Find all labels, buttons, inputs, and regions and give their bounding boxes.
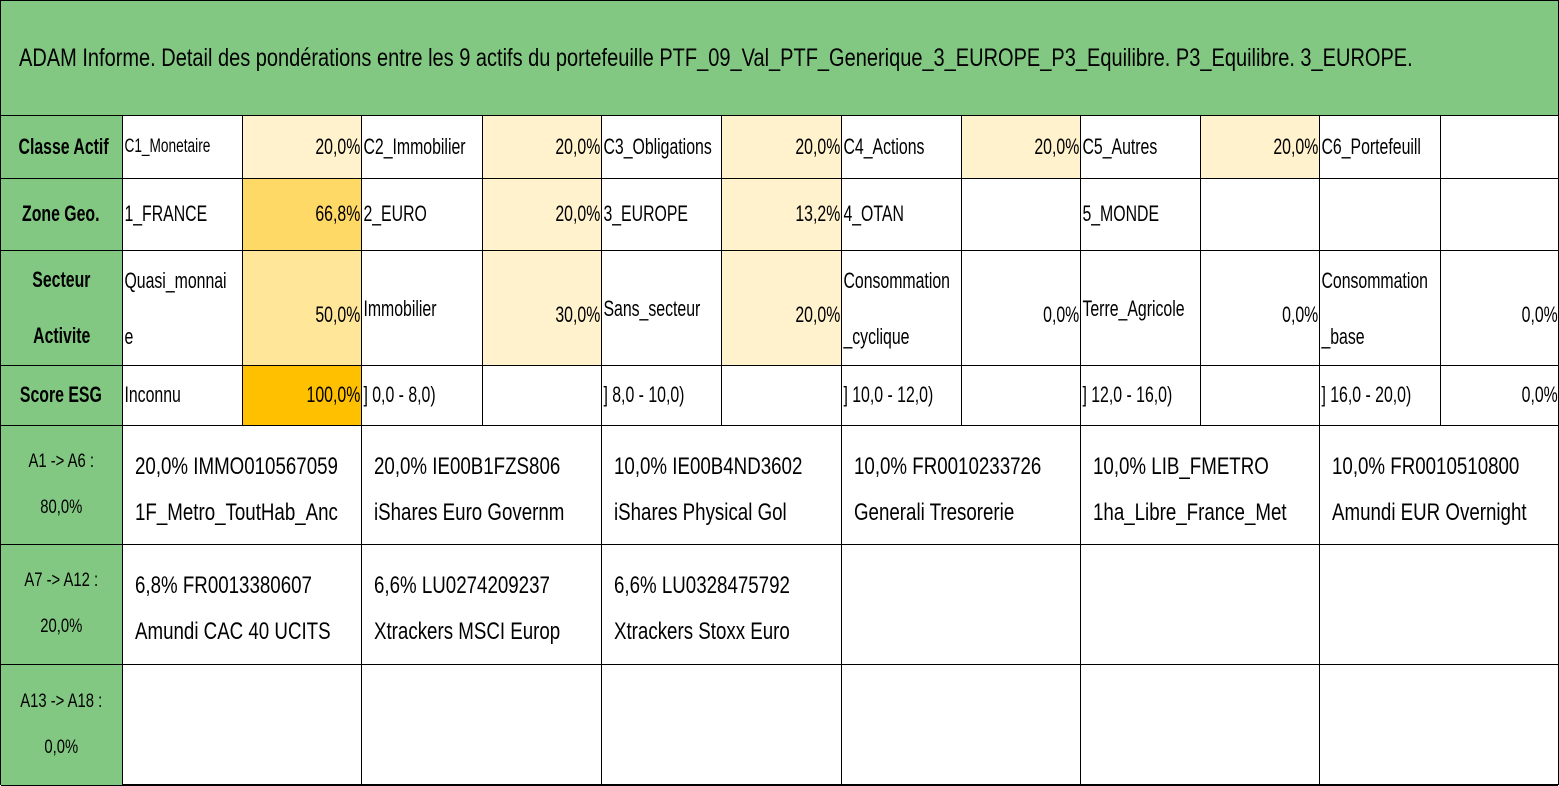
esg-pct-cell [720, 364, 842, 426]
zone-name-cell: 5_MONDE [1079, 177, 1201, 251]
classe-name-cell: C2_Immobilier [360, 116, 483, 179]
asset-cell: 6,6% LU0274209237 Xtrackers MSCI Europ [360, 543, 602, 665]
esg-name-cell: ] 0,0 - 8,0) [360, 364, 483, 426]
esg-pct-cell: 100,0% [241, 364, 362, 426]
asset-cell: 20,0% IMMO010567059 1F_Metro_ToutHab_Anc [121, 424, 362, 545]
asset-cell [360, 663, 602, 786]
zone-name-cell: 3_EUROPE [600, 177, 722, 251]
row-secteur-activite: Secteur Activite Quasi_monnaie 50,0% Imm… [1, 249, 1558, 366]
secteur-pct-cell: 20,0% [720, 249, 842, 366]
zone-name-cell: 2_EURO [360, 177, 483, 251]
asset-cell [840, 543, 1081, 665]
asset-cell [840, 663, 1081, 786]
asset-group-header: A7 -> A12 : 20,0% [1, 543, 123, 665]
classe-name-cell: C5_Autres [1079, 116, 1201, 179]
esg-name-cell: Inconnu [121, 364, 243, 426]
zone-name-cell: 1_FRANCE [121, 177, 243, 251]
classe-pct-cell [1439, 116, 1558, 179]
row-assets-a13-a18: A13 -> A18 : 0,0% [1, 663, 1558, 786]
esg-pct-cell [960, 364, 1081, 426]
classe-pct-cell: 20,0% [241, 116, 362, 179]
asset-cell [1318, 663, 1558, 786]
secteur-name-cell: Consommation_cyclique [840, 249, 962, 366]
zone-pct-cell: 66,8% [241, 177, 362, 251]
secteur-name-cell: Immobilier [360, 249, 483, 366]
row-header-classe-actif: Classe Actif [1, 116, 123, 179]
row-header-secteur: Secteur Activite [1, 249, 123, 366]
secteur-name-cell: Consommation_base [1318, 249, 1441, 366]
secteur-name-cell: Sans_secteur [600, 249, 722, 366]
secteur-name-cell: Quasi_monnaie [121, 249, 243, 366]
classe-name-cell: C6_Portefeuill [1318, 116, 1441, 179]
weights-table: Classe Actif C1_Monetaire 20,0% C2_Immob… [1, 116, 1558, 786]
asset-cell: 20,0% IE00B1FZS806 iShares Euro Governm [360, 424, 602, 545]
zone-pct-cell: 20,0% [481, 177, 602, 251]
secteur-pct-cell: 30,0% [481, 249, 602, 366]
esg-name-cell: ] 12,0 - 16,0) [1079, 364, 1201, 426]
row-header-score-esg: Score ESG [1, 364, 123, 426]
secteur-pct-cell: 50,0% [241, 249, 362, 366]
zone-pct-cell: 13,2% [720, 177, 842, 251]
report-title: ADAM Informe. Detail des pondérations en… [19, 43, 1413, 72]
asset-cell: 6,6% LU0328475792 Xtrackers Stoxx Euro [600, 543, 842, 665]
zone-pct-cell [1199, 177, 1320, 251]
asset-cell [1079, 663, 1320, 786]
secteur-pct-cell: 0,0% [1199, 249, 1320, 366]
row-assets-a7-a12: A7 -> A12 : 20,0% 6,8% FR0013380607 Amund… [1, 543, 1558, 665]
row-zone-geo: Zone Geo. 1_FRANCE 66,8% 2_EURO 20,0% 3_… [1, 177, 1558, 251]
esg-name-cell: ] 10,0 - 12,0) [840, 364, 962, 426]
report-title-bar: ADAM Informe. Detail des pondérations en… [1, 1, 1558, 116]
esg-pct-cell [1199, 364, 1320, 426]
esg-pct-cell: 0,0% [1439, 364, 1558, 426]
asset-cell: 10,0% IE00B4ND3602 iShares Physical Gol [600, 424, 842, 545]
asset-cell [1318, 543, 1558, 665]
classe-name-cell: C1_Monetaire [121, 116, 243, 179]
asset-cell: 6,8% FR0013380607 Amundi CAC 40 UCITS [121, 543, 362, 665]
row-classe-actif: Classe Actif C1_Monetaire 20,0% C2_Immob… [1, 116, 1558, 179]
asset-group-header: A13 -> A18 : 0,0% [1, 663, 123, 786]
zone-name-cell [1318, 177, 1441, 251]
classe-name-cell: C4_Actions [840, 116, 962, 179]
zone-pct-cell [960, 177, 1081, 251]
esg-name-cell: ] 16,0 - 20,0) [1318, 364, 1441, 426]
classe-pct-cell: 20,0% [1199, 116, 1320, 179]
zone-name-cell: 4_OTAN [840, 177, 962, 251]
row-header-zone-geo: Zone Geo. [1, 177, 123, 251]
asset-cell [121, 663, 362, 786]
secteur-name-cell: Terre_Agricole [1079, 249, 1201, 366]
classe-pct-cell: 20,0% [481, 116, 602, 179]
asset-cell [600, 663, 842, 786]
zone-pct-cell [1439, 177, 1558, 251]
classe-pct-cell: 20,0% [960, 116, 1081, 179]
esg-pct-cell [481, 364, 602, 426]
asset-cell: 10,0% LIB_FMETRO 1ha_Libre_France_Met [1079, 424, 1320, 545]
classe-name-cell: C3_Obligations [600, 116, 722, 179]
esg-name-cell: ] 8,0 - 10,0) [600, 364, 722, 426]
row-score-esg: Score ESG Inconnu 100,0% ] 0,0 - 8,0) ] … [1, 364, 1558, 426]
asset-cell [1079, 543, 1320, 665]
row-assets-a1-a6: A1 -> A6 : 80,0% 20,0% IMMO010567059 1F_M… [1, 424, 1558, 545]
secteur-pct-cell: 0,0% [960, 249, 1081, 366]
asset-group-header: A1 -> A6 : 80,0% [1, 424, 123, 545]
secteur-pct-cell: 0,0% [1439, 249, 1558, 366]
asset-cell: 10,0% FR0010510800 Amundi EUR Overnight [1318, 424, 1558, 545]
classe-pct-cell: 20,0% [720, 116, 842, 179]
asset-cell: 10,0% FR0010233726 Generali Tresorerie [840, 424, 1081, 545]
